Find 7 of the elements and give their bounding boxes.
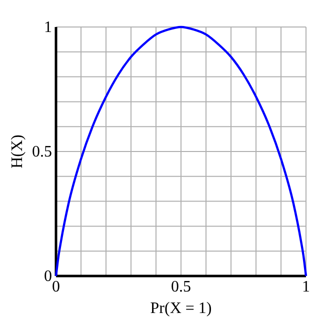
y-tick-label: 1 <box>44 19 52 36</box>
y-tick-label: 0.5 <box>32 144 52 161</box>
x-axis-title: Pr(X = 1) <box>150 300 212 317</box>
x-tick-label: 1 <box>302 278 310 296</box>
line-series <box>54 26 308 278</box>
x-tick-label: 0.5 <box>171 278 191 296</box>
y-axis-title: H(X) <box>9 134 26 168</box>
